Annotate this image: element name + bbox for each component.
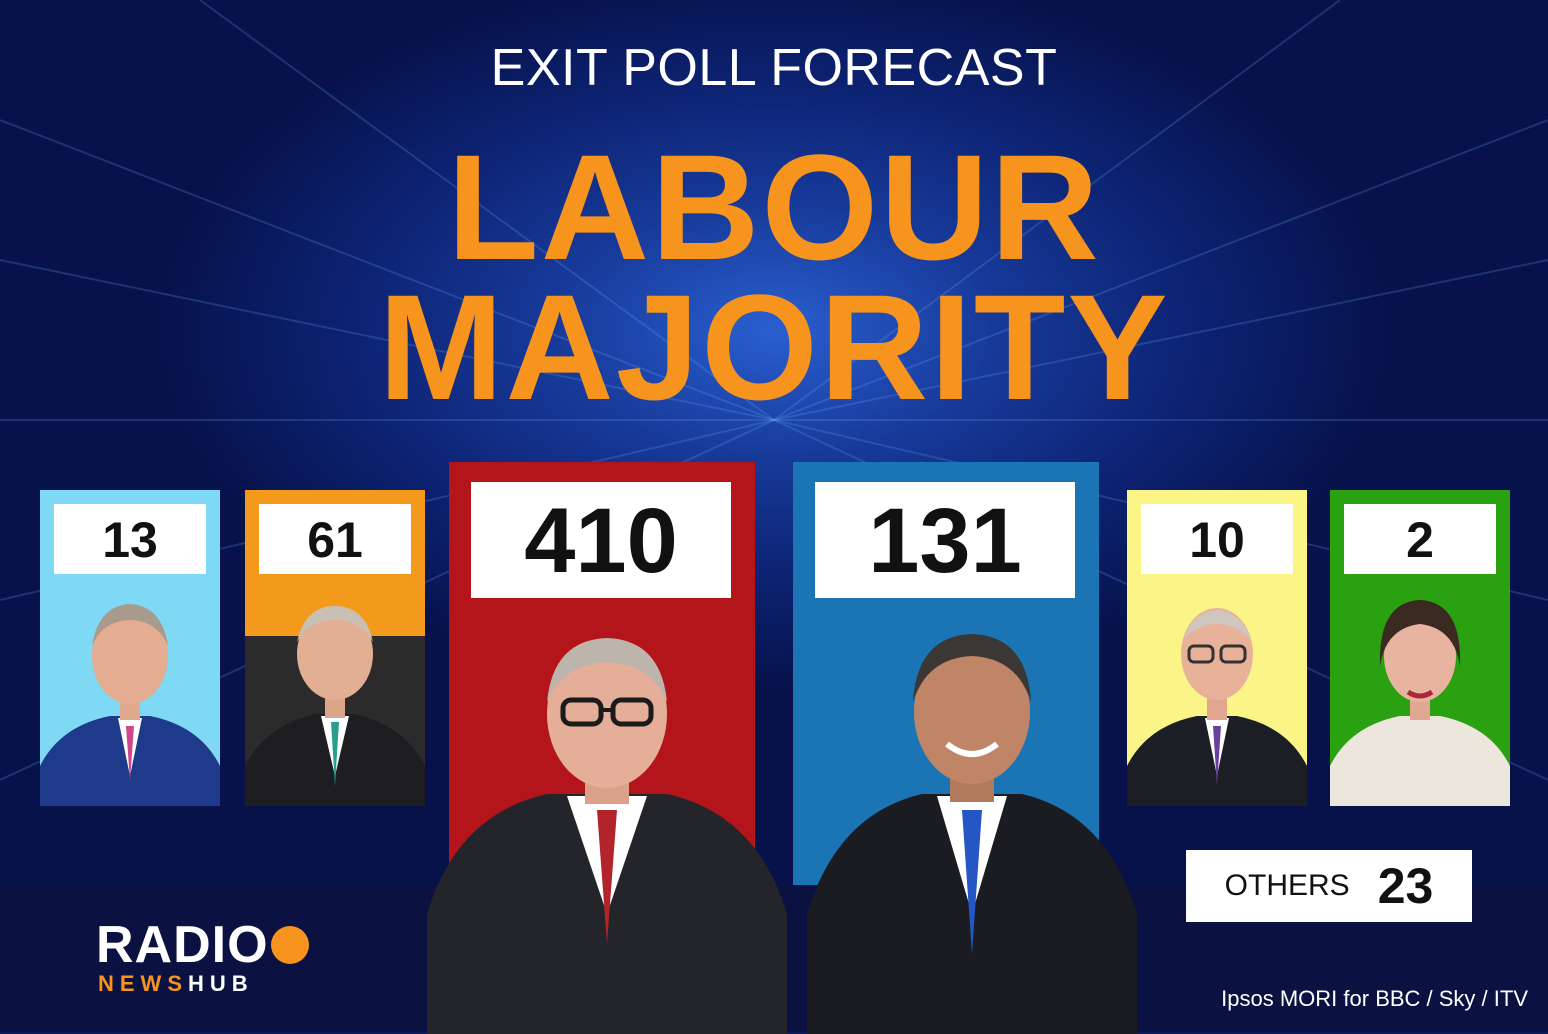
others-box: OTHERS 23 bbox=[1186, 850, 1472, 922]
party-card-conservative: 131 bbox=[793, 462, 1137, 1034]
leader-photo-labour bbox=[427, 638, 787, 1034]
seat-count-reform: 13 bbox=[54, 504, 206, 574]
party-card-labour: 410 bbox=[427, 462, 787, 1034]
page-title: EXIT POLL FORECAST bbox=[490, 39, 1058, 97]
leader-photo-reform bbox=[40, 604, 220, 806]
logo-radio-text: RADIO bbox=[96, 916, 269, 974]
others-seat-count: 23 bbox=[1377, 858, 1434, 914]
headline-line-1: LABOUR bbox=[447, 123, 1101, 291]
party-card-snp: 10 bbox=[1127, 490, 1307, 806]
radio-news-hub-logo: RADIO NEWSHUB bbox=[96, 918, 316, 996]
leader-photo-conservative bbox=[807, 634, 1137, 1034]
logo-hub-text: HUB bbox=[188, 971, 254, 996]
party-card-green: 2 bbox=[1330, 490, 1510, 806]
leader-photo-snp bbox=[1127, 608, 1307, 806]
seat-count-green: 2 bbox=[1344, 504, 1496, 574]
seat-count-labour: 410 bbox=[471, 482, 731, 598]
seat-count-snp: 10 bbox=[1141, 504, 1293, 574]
headline-line-2: MAJORITY bbox=[378, 263, 1170, 431]
leader-photo-green bbox=[1330, 600, 1510, 806]
globe-icon bbox=[270, 926, 309, 964]
logo-news-text: NEWS bbox=[98, 971, 188, 996]
seat-count-conservative: 131 bbox=[815, 482, 1075, 598]
leader-photo-libdem bbox=[245, 606, 425, 806]
party-card-reform: 13 bbox=[40, 490, 220, 806]
source-credit: Ipsos MORI for BBC / Sky / ITV bbox=[1221, 986, 1528, 1011]
party-card-libdem: 61 bbox=[245, 490, 425, 806]
seat-count-libdem: 61 bbox=[259, 504, 411, 574]
others-label: OTHERS bbox=[1224, 869, 1350, 902]
